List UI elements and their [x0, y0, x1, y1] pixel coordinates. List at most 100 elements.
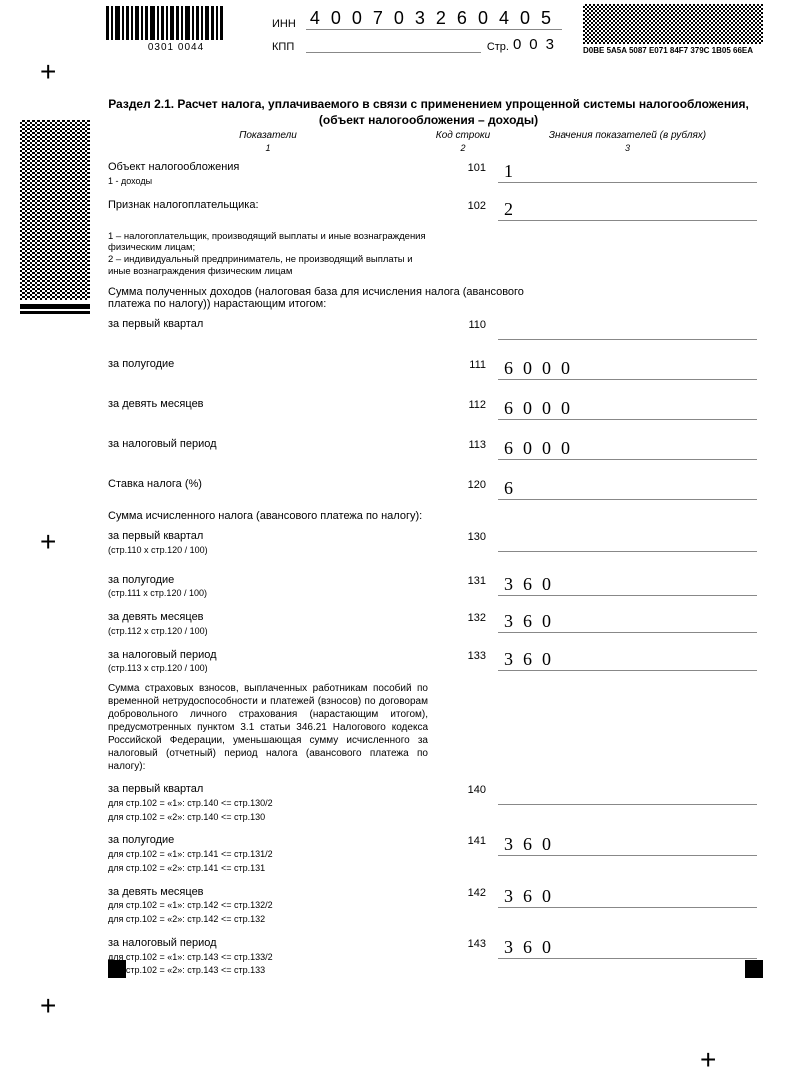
qr-sidebar: [20, 120, 90, 314]
row-133-code: 133: [428, 649, 498, 662]
row-133: за налоговый период (стр.113 х стр.120 /…: [108, 649, 757, 677]
row-143: за налоговый период для стр.102 = «1»: с…: [108, 937, 757, 978]
row-143-sub: для стр.102 = «1»: стр.143 <= стр.133/2 …: [108, 952, 273, 976]
reg-mark-ml: +: [40, 528, 56, 556]
row-130-value: [498, 530, 757, 552]
row-131-value: 360: [498, 574, 757, 596]
row-112-code: 112: [428, 398, 498, 411]
row-130: за первый квартал (стр.110 х стр.120 / 1…: [108, 530, 757, 558]
row-102: Признак налогоплательщика: 102 2: [108, 199, 757, 221]
row-140-code: 140: [428, 783, 498, 796]
row-111-label: за полугодие: [108, 358, 428, 372]
deduction-text: Сумма страховых взносов, выплаченных раб…: [108, 682, 428, 773]
pdf417-caption: D0BE 5A5A 5087 E071 84F7 379C 1B05 66EA: [583, 46, 763, 55]
col-header-3: Значения показателей (в рублях): [498, 130, 757, 141]
row-130-label: за первый квартал: [108, 530, 203, 542]
pdf417-barcode: D0BE 5A5A 5087 E071 84F7 379C 1B05 66EA: [583, 4, 763, 55]
tax-form-page: + + + + 0301 0044 ИНН 400703260405 КПП С…: [0, 0, 797, 1057]
row-111: за полугодие 111 6000: [108, 358, 757, 380]
row-142-value: 360: [498, 886, 757, 908]
row-112-value: 6000: [498, 398, 757, 420]
row-130-code: 130: [428, 530, 498, 543]
inn-value: 400703260405: [306, 8, 562, 30]
row-143-value: 360: [498, 937, 757, 959]
black-square-br: [745, 960, 763, 978]
row-133-sub: (стр.113 х стр.120 / 100): [108, 663, 208, 673]
reg-mark-br: +: [700, 1046, 716, 1074]
kpp-label: КПП: [272, 41, 306, 53]
row-131-sub: (стр.111 х стр.120 / 100): [108, 588, 207, 598]
row-141-sub: для стр.102 = «1»: стр.141 <= стр.131/2 …: [108, 849, 273, 873]
tax-header: Сумма исчисленного налога (авансового пл…: [108, 510, 548, 522]
barcode-top: 0301 0044: [106, 6, 246, 50]
row-131-label: за полугодие: [108, 574, 174, 586]
row-132-sub: (стр.112 х стр.120 / 100): [108, 626, 208, 636]
section-title: Раздел 2.1. Расчет налога, уплачиваемого…: [100, 96, 757, 128]
col-num-2: 2: [428, 143, 498, 153]
row-113-value: 6000: [498, 438, 757, 460]
row-120-label: Ставка налога (%): [108, 478, 428, 492]
row-141-value: 360: [498, 834, 757, 856]
row-141-label: за полугодие: [108, 834, 174, 846]
row-113: за налоговый период 113 6000: [108, 438, 757, 460]
row-110-value: [498, 318, 757, 340]
row-132-value: 360: [498, 611, 757, 633]
row-140-value: [498, 783, 757, 805]
kpp-value: [306, 39, 481, 53]
row-110-label: за первый квартал: [108, 318, 428, 332]
row-101-sub: 1 - доходы: [108, 176, 152, 186]
row-142-label: за девять месяцев: [108, 886, 204, 898]
col-num-3: 3: [498, 143, 757, 153]
row-113-code: 113: [428, 438, 498, 451]
row-101-value: 1: [498, 161, 757, 183]
row-130-sub: (стр.110 х стр.120 / 100): [108, 545, 208, 555]
row-133-value: 360: [498, 649, 757, 671]
row-142-code: 142: [428, 886, 498, 899]
row-120-value: 6: [498, 478, 757, 500]
row-111-value: 6000: [498, 358, 757, 380]
row-131-code: 131: [428, 574, 498, 587]
row-111-code: 111: [428, 358, 498, 371]
black-square-bl: [108, 960, 126, 978]
row-132: за девять месяцев (стр.112 х стр.120 / 1…: [108, 611, 757, 639]
row-102-label: Признак налогоплательщика:: [108, 199, 428, 213]
row-143-label: за налоговый период: [108, 937, 217, 949]
form-table: Показатели Код строки Значения показател…: [108, 130, 757, 988]
reg-mark-bl: +: [40, 992, 56, 1020]
row-133-label: за налоговый период: [108, 649, 217, 661]
page-value: 003: [513, 36, 562, 53]
row-101: Объект налогообложения 1 - доходы 101 1: [108, 161, 757, 189]
income-header: Сумма полученных доходов (налоговая база…: [108, 286, 548, 310]
row-110: за первый квартал 110: [108, 318, 757, 340]
inn-label: ИНН: [272, 18, 306, 30]
row-120-code: 120: [428, 478, 498, 491]
row-112-label: за девять месяцев: [108, 398, 428, 412]
row-132-code: 132: [428, 611, 498, 624]
row-140-label: за первый квартал: [108, 783, 203, 795]
row-132-label: за девять месяцев: [108, 611, 204, 623]
row-142-sub: для стр.102 = «1»: стр.142 <= стр.132/2 …: [108, 900, 273, 924]
row-141-code: 141: [428, 834, 498, 847]
row-141: за полугодие для стр.102 = «1»: стр.141 …: [108, 834, 757, 875]
row-113-label: за налоговый период: [108, 438, 428, 452]
row-110-code: 110: [428, 318, 498, 331]
col-header-2: Код строки: [428, 130, 498, 141]
col-num-1: 1: [108, 143, 428, 153]
row-140-sub: для стр.102 = «1»: стр.140 <= стр.130/2 …: [108, 798, 273, 822]
row-142: за девять месяцев для стр.102 = «1»: стр…: [108, 886, 757, 927]
row-140: за первый квартал для стр.102 = «1»: стр…: [108, 783, 757, 824]
barcode-caption: 0301 0044: [106, 42, 246, 53]
row-102-value: 2: [498, 199, 757, 221]
row-143-code: 143: [428, 937, 498, 950]
row-102-note: 1 – налогоплательщик, производящий выпла…: [108, 231, 428, 279]
col-header-1: Показатели: [108, 130, 428, 141]
reg-mark-tl: +: [40, 58, 56, 86]
row-101-label: Объект налогообложения: [108, 161, 239, 173]
row-101-code: 101: [428, 161, 498, 174]
row-102-code: 102: [428, 199, 498, 212]
row-112: за девять месяцев 112 6000: [108, 398, 757, 420]
header-fields: ИНН 400703260405 КПП Стр. 003: [272, 8, 562, 59]
page-label: Стр.: [487, 41, 509, 53]
row-131: за полугодие (стр.111 х стр.120 / 100) 1…: [108, 574, 757, 602]
row-120: Ставка налога (%) 120 6: [108, 478, 757, 500]
